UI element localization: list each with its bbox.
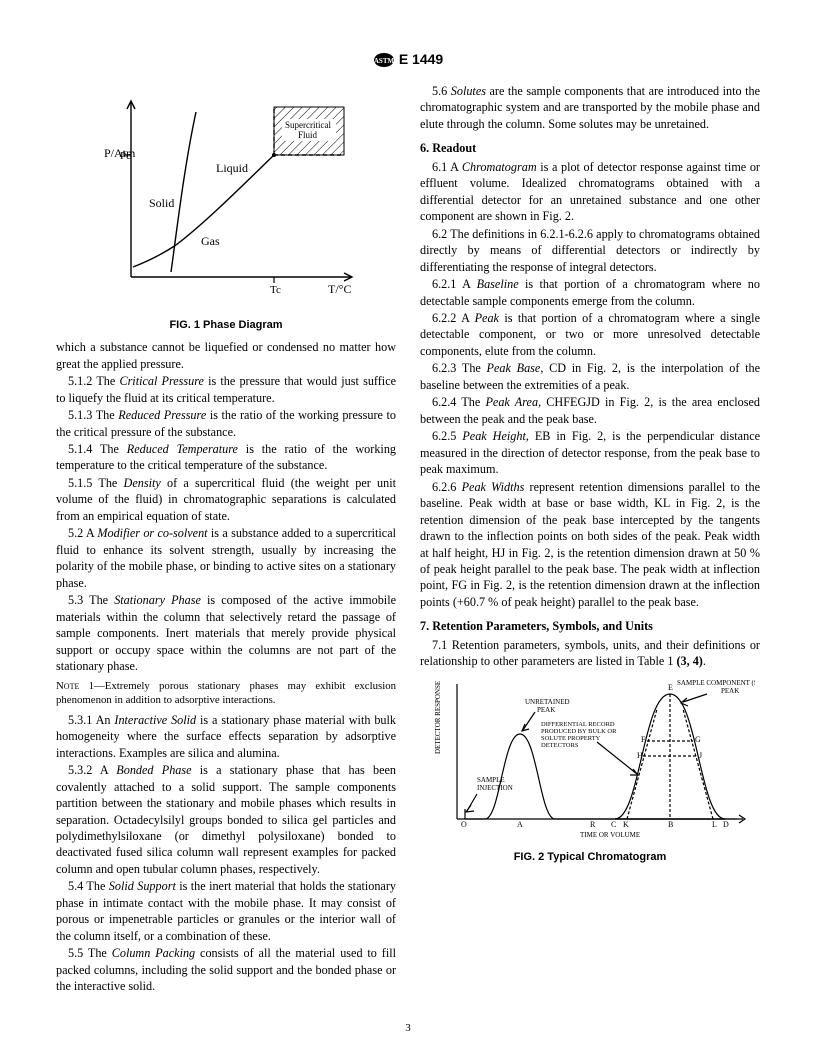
svg-text:B: B	[668, 820, 673, 829]
two-column-body: P/Atm Pc Tc T/°C Solid Liquid Gas Superc…	[56, 83, 760, 1003]
figure-2: O A B C D E F G H J K L R DETECTOR RESPO…	[420, 674, 760, 865]
p-5-1-5: 5.1.5 The Density of a supercritical flu…	[56, 475, 396, 524]
injection-label: SAMPLE	[477, 776, 505, 784]
svg-text:G: G	[695, 735, 701, 744]
p-5-2: 5.2 A Modifier or co-solvent is a substa…	[56, 525, 396, 591]
page-header: ASTM E 1449	[56, 50, 760, 69]
svg-text:ASTM: ASTM	[374, 57, 395, 65]
scf-label-1: Supercritical	[285, 120, 331, 130]
p-5-6: 5.6 Solutes are the sample components th…	[420, 83, 760, 132]
svg-text:L: L	[712, 820, 717, 829]
svg-text:R: R	[590, 820, 596, 829]
pc-label: Pc	[120, 150, 131, 162]
solid-label: Solid	[149, 196, 174, 210]
svg-text:PEAK: PEAK	[721, 687, 739, 695]
svg-text:PEAK: PEAK	[537, 706, 555, 714]
svg-text:DETECTORS: DETECTORS	[541, 742, 579, 749]
fig1-caption: FIG. 1 Phase Diagram	[56, 318, 396, 333]
p-5-4: 5.4 The Solid Support is the inert mater…	[56, 878, 396, 944]
p-5-1-2: 5.1.2 The Critical Pressure is the press…	[56, 373, 396, 406]
liquid-label: Liquid	[216, 161, 248, 175]
p-6-2-3: 6.2.3 The Peak Base, CD in Fig. 2, is th…	[420, 360, 760, 393]
svg-text:F: F	[641, 735, 646, 744]
figure-1: P/Atm Pc Tc T/°C Solid Liquid Gas Superc…	[56, 87, 396, 333]
svg-text:INJECTION: INJECTION	[477, 784, 513, 792]
p-6-2-1: 6.2.1 A Baseline is that portion of a ch…	[420, 276, 760, 309]
svg-text:E: E	[668, 683, 673, 692]
heading-6: 6. Readout	[420, 140, 760, 156]
svg-text:PRODUCED BY BULK OR: PRODUCED BY BULK OR	[541, 728, 617, 735]
svg-text:O: O	[461, 820, 467, 829]
gas-label: Gas	[201, 234, 220, 248]
note-1: Note 1—Extremely porous stationary phase…	[56, 679, 396, 708]
p-6-2-2: 6.2.2 A Peak is that portion of a chroma…	[420, 310, 760, 359]
heading-7: 7. Retention Parameters, Symbols, and Un…	[420, 618, 760, 634]
svg-text:A: A	[517, 820, 523, 829]
p-5-5: 5.5 The Column Packing consists of all t…	[56, 945, 396, 994]
p-6-2-4: 6.2.4 The Peak Area, CHFEGJD in Fig. 2, …	[420, 394, 760, 427]
p-5-3-2: 5.3.2 A Bonded Phase is a stationary pha…	[56, 762, 396, 877]
p-5-1-4: 5.1.4 The Reduced Temperature is the rat…	[56, 441, 396, 474]
sample-comp-label: SAMPLE COMPONENT (S)	[677, 679, 755, 687]
p-5-3: 5.3 The Stationary Phase is composed of …	[56, 592, 396, 674]
unretained-label: UNRETAINED	[525, 698, 570, 706]
chromatogram-svg: O A B C D E F G H J K L R DETECTOR RESPO…	[425, 674, 755, 844]
svg-text:C: C	[611, 820, 616, 829]
x-axis-label-2: TIME OR VOLUME	[580, 831, 640, 839]
svg-text:SOLUTE PROPERTY: SOLUTE PROPERTY	[541, 735, 601, 742]
p-7-1: 7.1 Retention parameters, symbols, units…	[420, 637, 760, 670]
designation-label: E 1449	[399, 51, 443, 67]
svg-text:H: H	[637, 751, 643, 760]
p-5-1-3: 5.1.3 The Reduced Pressure is the ratio …	[56, 407, 396, 440]
page-number: 3	[0, 1021, 816, 1036]
p-6-2-6: 6.2.6 Peak Widths represent retention di…	[420, 479, 760, 611]
diff-label: DIFFERENTIAL RECORD	[541, 721, 615, 728]
p-5-3-1: 5.3.1 An Interactive Solid is a stationa…	[56, 712, 396, 761]
astm-logo-icon: ASTM	[373, 52, 395, 68]
svg-text:J: J	[699, 751, 702, 760]
svg-text:D: D	[723, 820, 729, 829]
phase-diagram-svg: P/Atm Pc Tc T/°C Solid Liquid Gas Superc…	[76, 87, 376, 312]
p-6-2-5: 6.2.5 Peak Height, EB in Fig. 2, is the …	[420, 428, 760, 477]
scf-label-2: Fluid	[298, 130, 318, 140]
y-axis-label-2: DETECTOR RESPONSE	[434, 681, 442, 754]
x-axis-label: T/°C	[328, 282, 351, 296]
fig2-caption: FIG. 2 Typical Chromatogram	[420, 850, 760, 865]
p-6-2: 6.2 The definitions in 6.2.1-6.2.6 apply…	[420, 226, 760, 275]
svg-text:K: K	[623, 820, 629, 829]
tc-label: Tc	[270, 284, 281, 296]
p-6-1: 6.1 A Chromatogram is a plot of detector…	[420, 159, 760, 225]
p-lead: which a substance cannot be liquefied or…	[56, 339, 396, 372]
